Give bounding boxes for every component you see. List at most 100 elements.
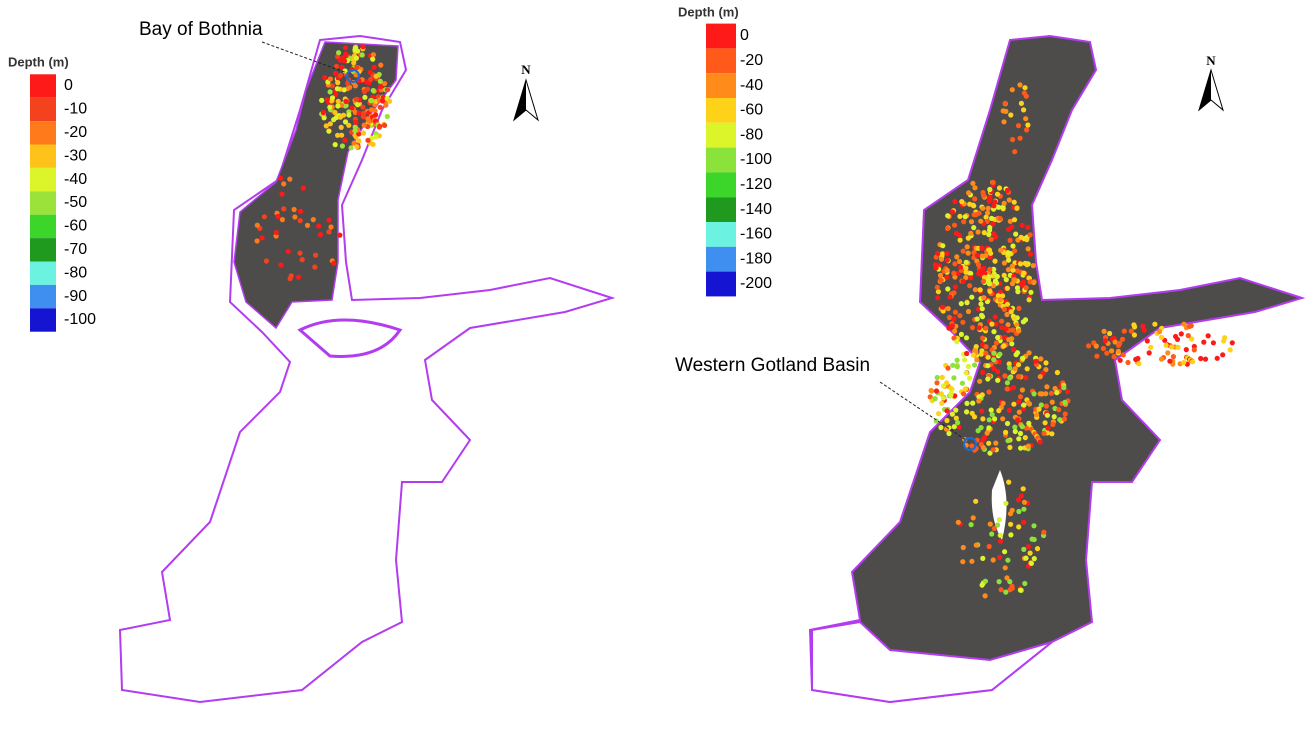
observation-point: [997, 351, 1003, 357]
observation-point: [1044, 412, 1050, 418]
observation-point: [1011, 217, 1018, 223]
observation-point: [963, 370, 969, 376]
legend-label: -70: [64, 241, 87, 258]
observation-point: [981, 295, 987, 301]
observation-point: [1004, 575, 1010, 581]
observation-point: [1010, 327, 1016, 333]
observation-point: [944, 417, 950, 424]
observation-point: [1210, 340, 1216, 346]
observation-point: [986, 198, 992, 204]
observation-point: [273, 229, 279, 235]
observation-point: [1006, 337, 1012, 343]
observation-point: [278, 175, 284, 181]
observation-point: [342, 45, 349, 51]
observation-point: [990, 273, 996, 279]
observation-point: [351, 140, 357, 146]
observation-point: [954, 364, 960, 370]
observation-point: [377, 104, 383, 110]
observation-point: [1044, 384, 1050, 390]
observation-point: [947, 294, 953, 300]
observation-point: [1002, 100, 1008, 106]
observation-point: [991, 366, 997, 372]
observation-point: [983, 344, 989, 350]
observation-point: [967, 375, 973, 381]
north-label: N: [1206, 53, 1216, 68]
observation-point: [1005, 322, 1011, 328]
observation-point: [356, 110, 362, 116]
observation-point: [977, 287, 983, 293]
observation-point: [1018, 281, 1024, 287]
observation-point: [1010, 243, 1016, 249]
observation-point: [951, 424, 957, 430]
observation-point: [1012, 424, 1018, 430]
observation-point: [335, 132, 341, 138]
observation-point: [983, 325, 989, 331]
observation-point: [1009, 585, 1015, 591]
observation-point: [957, 213, 963, 219]
observation-point: [1018, 234, 1024, 240]
observation-point: [945, 213, 951, 219]
observation-point: [263, 258, 269, 264]
observation-point: [988, 407, 994, 413]
coastline: [119, 35, 613, 703]
observation-point: [1028, 289, 1034, 295]
observation-point: [1034, 412, 1040, 418]
observation-point: [337, 57, 343, 63]
legend-title: Depth (m): [8, 54, 69, 69]
observation-point: [980, 416, 986, 422]
legend-label: -160: [740, 226, 772, 243]
observation-point: [962, 357, 968, 363]
observation-point: [1011, 347, 1017, 353]
observation-point: [352, 83, 358, 89]
observation-point: [1024, 127, 1030, 133]
observation-point: [342, 137, 348, 143]
observation-point: [1000, 400, 1006, 406]
observation-point: [933, 254, 939, 260]
observation-point: [987, 450, 993, 456]
observation-point: [1025, 544, 1032, 550]
observation-point: [980, 205, 986, 211]
observation-point: [1002, 334, 1008, 340]
observation-point: [337, 232, 343, 238]
observation-point: [1025, 400, 1031, 406]
observation-point: [968, 270, 974, 277]
observation-point: [963, 275, 969, 281]
observation-point: [373, 112, 379, 118]
observation-point: [955, 420, 961, 426]
observation-point: [1131, 322, 1137, 328]
observation-point: [320, 110, 326, 116]
observation-point: [1185, 333, 1191, 339]
observation-point: [1006, 250, 1012, 256]
observation-points: [254, 44, 393, 282]
observation-point: [957, 237, 963, 243]
observation-point: [384, 113, 390, 120]
observation-point: [1022, 580, 1028, 587]
observation-point: [317, 232, 324, 238]
observation-point: [954, 254, 960, 260]
observation-point: [989, 412, 995, 418]
observation-point: [976, 398, 982, 404]
observation-point: [970, 180, 976, 186]
observation-point: [1016, 524, 1022, 530]
observation-point: [1015, 362, 1022, 368]
observation-point: [1119, 336, 1126, 342]
observation-point: [993, 440, 999, 446]
observation-point: [1026, 350, 1032, 356]
observation-point: [1031, 536, 1037, 543]
observation-point: [986, 543, 992, 550]
observation-point: [996, 408, 1002, 414]
annotation-leader: [261, 41, 351, 75]
observation-point: [994, 191, 1001, 197]
observation-point: [958, 331, 965, 337]
observation-point: [316, 223, 322, 229]
observation-point: [387, 98, 393, 104]
observation-point: [1001, 343, 1007, 349]
observation-point: [353, 72, 359, 78]
observation-point: [1007, 375, 1013, 381]
observation-point: [989, 321, 995, 327]
observation-point: [968, 230, 974, 236]
legend-swatch: [30, 167, 56, 192]
observation-point: [1227, 347, 1233, 353]
observation-point: [1012, 428, 1018, 435]
observation-point: [1043, 367, 1049, 373]
